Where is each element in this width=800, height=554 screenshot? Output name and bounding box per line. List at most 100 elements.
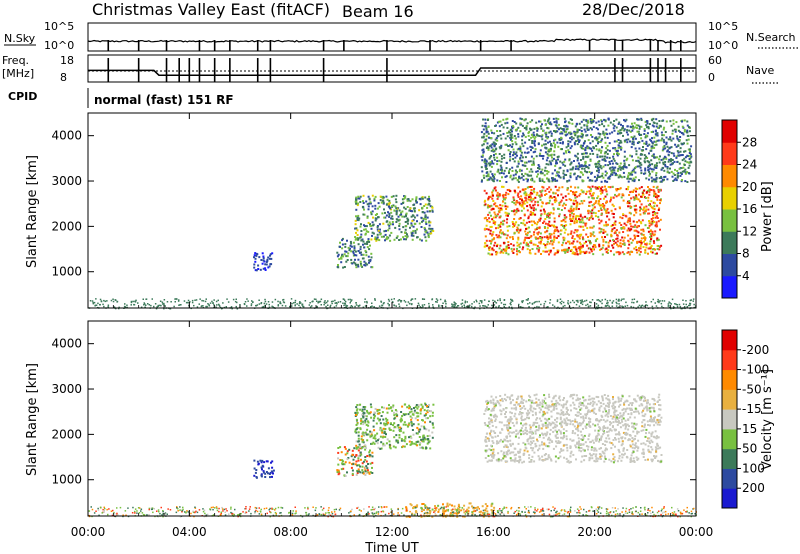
heatmap-cell <box>541 123 543 126</box>
heatmap-cell <box>554 192 557 195</box>
heatmap-cell <box>574 199 577 202</box>
heatmap-cell <box>536 129 539 132</box>
heatmap-cell <box>652 420 655 423</box>
heatmap-cell <box>681 167 683 169</box>
clutter-cell <box>670 307 672 310</box>
heatmap-cell <box>656 237 659 240</box>
heatmap-cell <box>524 199 527 202</box>
heatmap-cell <box>578 235 581 237</box>
heatmap-cell <box>355 424 358 426</box>
clutter-cell <box>540 303 542 306</box>
heatmap-cell <box>611 228 614 231</box>
heatmap-cell <box>565 224 568 227</box>
heatmap-cell <box>650 131 653 133</box>
heatmap-cell <box>579 176 582 179</box>
clutter-cell <box>618 303 620 305</box>
colorbar-tick-label: 28 <box>742 135 757 149</box>
heatmap-cell <box>378 419 381 422</box>
clutter-cell <box>457 305 459 307</box>
clutter-cell <box>499 298 501 300</box>
heatmap-cell <box>519 204 522 207</box>
heatmap-cell <box>410 222 413 225</box>
heatmap-cell <box>598 124 601 127</box>
heatmap-cell <box>348 461 351 464</box>
heatmap-cell <box>357 440 360 443</box>
nave-tick-top: 60 <box>708 54 722 67</box>
clutter-cell <box>633 298 636 300</box>
heatmap-cell <box>621 251 624 254</box>
heatmap-cell <box>497 135 500 138</box>
heatmap-cell <box>511 130 513 133</box>
heatmap-cell <box>572 199 575 202</box>
heatmap-cell <box>608 132 611 135</box>
heatmap-cell <box>413 210 416 212</box>
heatmap-cell <box>352 458 355 461</box>
heatmap-cell <box>257 268 260 270</box>
heatmap-cell <box>503 156 506 159</box>
heatmap-cell <box>365 415 368 418</box>
heatmap-cell <box>623 139 626 142</box>
heatmap-cell <box>529 252 532 255</box>
heatmap-cell <box>608 218 611 221</box>
heatmap-cell <box>545 170 548 172</box>
heatmap-cell <box>498 210 501 213</box>
heatmap-cell <box>500 157 503 160</box>
heatmap-cell <box>635 127 638 129</box>
heatmap-cell <box>507 212 510 215</box>
heatmap-cell <box>536 134 539 137</box>
heatmap-cell <box>661 166 664 169</box>
heatmap-cell <box>538 165 541 168</box>
heatmap-cell <box>615 172 617 175</box>
heatmap-cell <box>416 412 419 415</box>
clutter-cell <box>454 306 456 308</box>
clutter-cell <box>343 299 346 301</box>
clutter-cell <box>464 301 466 304</box>
clutter-cell <box>407 301 410 303</box>
heatmap-cell <box>578 122 581 125</box>
heatmap-cell <box>669 138 672 141</box>
heatmap-cell <box>495 227 497 230</box>
heatmap-cell <box>261 459 264 462</box>
clutter-cell <box>445 305 447 308</box>
heatmap-cell <box>551 179 554 182</box>
heatmap-cell <box>568 131 571 134</box>
heatmap-cell <box>639 247 642 250</box>
heatmap-cell <box>545 131 548 134</box>
heatmap-cell <box>610 230 613 233</box>
heatmap-cell <box>374 217 377 220</box>
heatmap-cell <box>559 148 562 151</box>
heatmap-cell <box>385 214 388 217</box>
clutter-cell <box>289 305 291 308</box>
heatmap-cell <box>338 258 341 261</box>
heatmap-cell <box>554 252 557 255</box>
heatmap-cell <box>492 216 495 219</box>
heatmap-cell <box>359 445 361 448</box>
heatmap-cell <box>588 205 591 207</box>
heatmap-cell <box>563 226 566 229</box>
heatmap-cell <box>583 128 586 131</box>
heatmap-cell <box>399 420 402 423</box>
heatmap-cell <box>538 424 541 427</box>
heatmap-cell <box>424 221 427 224</box>
heatmap-cell <box>535 237 538 240</box>
heatmap-cell <box>526 122 529 125</box>
heatmap-cell <box>518 246 521 249</box>
heatmap-cell <box>497 207 500 210</box>
heatmap-cell <box>552 192 555 195</box>
heatmap-cell <box>480 180 483 183</box>
heatmap-cell <box>616 163 619 165</box>
heatmap-cell <box>634 187 637 190</box>
heatmap-cell <box>384 424 387 427</box>
heatmap-cell <box>515 200 518 202</box>
heatmap-cell <box>370 227 373 230</box>
clutter-cell <box>597 299 600 301</box>
heatmap-cell <box>660 158 663 161</box>
heatmap-cell <box>564 251 567 254</box>
heatmap-cell <box>408 440 411 443</box>
heatmap-cell <box>341 247 344 250</box>
heatmap-cell <box>559 160 562 163</box>
heatmap-cell <box>546 153 549 156</box>
heatmap-cell <box>568 122 571 125</box>
heatmap-cell <box>429 420 432 423</box>
heatmap-cell <box>633 237 636 240</box>
